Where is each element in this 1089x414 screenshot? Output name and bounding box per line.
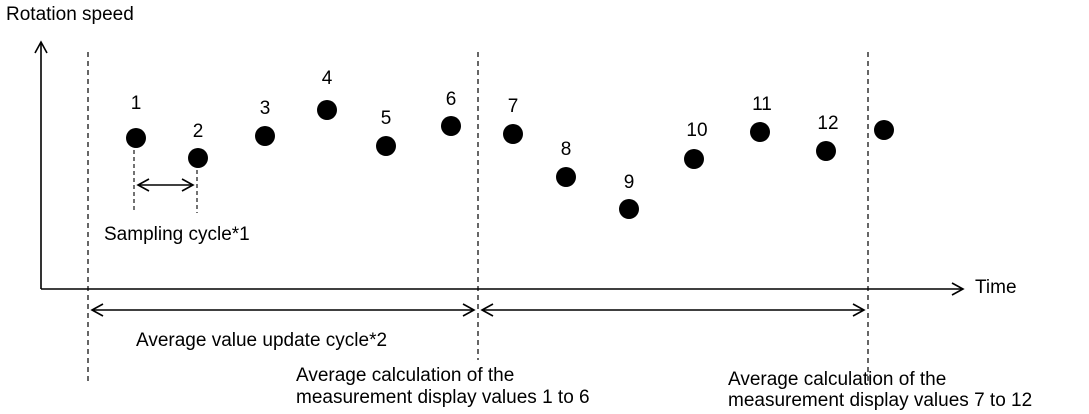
calc-group-2-line-1: Average calculation of the [728,369,947,390]
sample-point-5 [376,136,396,156]
sample-point-10 [684,149,704,169]
sample-point-13 [874,120,894,140]
point-label-9: 9 [623,172,635,193]
sample-points [126,100,894,219]
point-label-12: 12 [817,113,839,134]
average-update-cycle-label: Average value update cycle*2 [136,330,388,351]
calc-group-2-line-2: measurement display values 7 to 12 [728,390,1033,411]
point-label-5: 5 [380,108,392,129]
y-axis-label: Rotation speed [6,4,134,25]
point-label-8: 8 [560,139,572,160]
point-label-1: 1 [130,93,142,114]
sample-point-7 [503,124,523,144]
point-label-11: 11 [752,94,772,115]
sample-point-6 [441,116,461,136]
calc-group-1-line-2: measurement display values 1 to 6 [296,387,590,408]
point-label-3: 3 [259,98,271,119]
sample-point-2 [188,148,208,168]
point-label-2: 2 [192,121,204,142]
point-label-7: 7 [507,96,519,117]
sample-point-3 [255,126,275,146]
point-label-4: 4 [321,68,333,89]
point-label-6: 6 [445,89,457,110]
sampling-cycle-label: Sampling cycle*1 [104,224,250,245]
sample-point-11 [750,122,770,142]
sample-point-9 [619,199,639,219]
sample-point-12 [816,141,836,161]
x-axis-label: Time [975,277,1017,298]
point-label-10: 10 [686,120,708,141]
sample-point-8 [556,167,576,187]
sample-point-1 [126,128,146,148]
calc-group-1-line-1: Average calculation of the [296,365,515,386]
sample-point-4 [317,100,337,120]
